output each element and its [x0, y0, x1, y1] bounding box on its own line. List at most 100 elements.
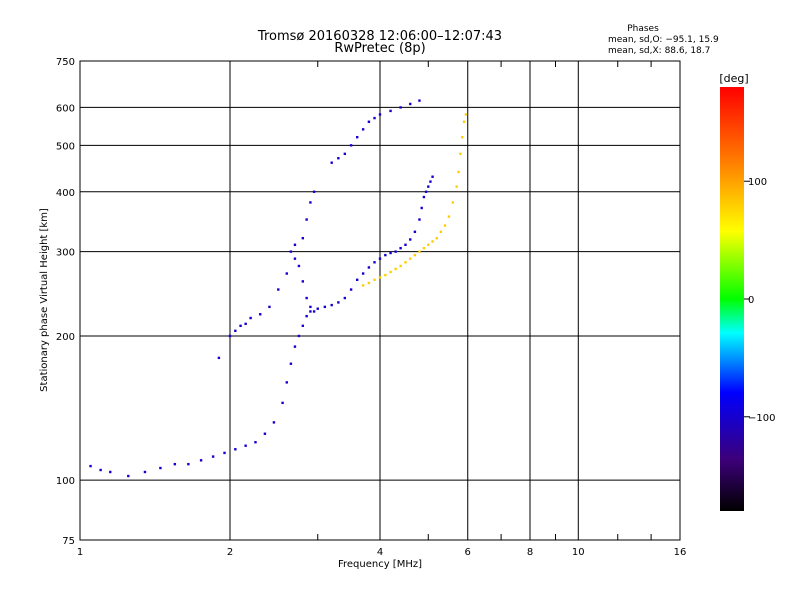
- echo-point-o: [309, 305, 312, 309]
- echo-point-o: [394, 250, 397, 253]
- echo-point-o: [316, 307, 319, 310]
- echo-point-x: [384, 273, 387, 277]
- phase-info: Phases mean, sd,O: −95.1, 15.9 mean, sd,…: [608, 24, 719, 56]
- echo-point-o: [277, 288, 280, 291]
- chart-subtitle: RwPretec (8p): [334, 41, 425, 56]
- echo-point-o: [389, 251, 392, 255]
- phase-info-o-line: mean, sd,O: −95.1, 15.9: [608, 35, 719, 45]
- echo-point-o: [173, 462, 177, 466]
- echo-point-o: [343, 296, 347, 300]
- echo-point-o: [399, 106, 402, 109]
- grid-layer: [80, 61, 680, 540]
- echo-point-x: [431, 240, 434, 243]
- echo-point-x: [459, 152, 462, 156]
- colorbar-tick-label: 100: [748, 177, 767, 188]
- echo-point-o: [289, 250, 293, 253]
- echo-point-o: [349, 288, 353, 291]
- colorbar-ticks: 100 0 −100: [744, 177, 775, 424]
- echo-point-o: [337, 157, 340, 160]
- y-tick-label: 75: [62, 536, 75, 547]
- echo-point-o: [309, 201, 312, 204]
- echo-point-o: [272, 421, 276, 424]
- echo-point-o: [254, 441, 257, 444]
- echo-point-o: [422, 195, 426, 199]
- echo-point-o: [301, 236, 305, 240]
- echo-point-o: [343, 152, 347, 156]
- tick-layer: 1 2 4 6 8 10 16 75 100 200 300 400 500 600 750: [56, 57, 686, 558]
- echo-point-o: [305, 218, 308, 221]
- echo-point-x: [439, 230, 443, 233]
- echo-point-o: [427, 185, 430, 188]
- echo-point-x: [435, 236, 438, 240]
- echo-point-o: [244, 444, 247, 447]
- echo-point-o: [293, 243, 297, 246]
- colorbar-tick-label: −100: [748, 413, 775, 424]
- echo-point-o: [263, 432, 267, 435]
- echo-point-o: [429, 180, 432, 183]
- echo-point-o: [367, 266, 371, 269]
- x-tick-label: 10: [572, 547, 585, 558]
- x-tick-label: 1: [77, 547, 83, 558]
- echo-point-o: [337, 301, 340, 304]
- echo-point-o: [297, 334, 301, 338]
- echo-point-o: [289, 362, 293, 365]
- echo-point-o: [409, 238, 412, 241]
- echo-point-x: [389, 270, 392, 274]
- echo-point-o: [301, 324, 305, 328]
- echo-point-o: [404, 243, 407, 246]
- echo-point-x: [404, 261, 407, 264]
- y-tick-label: 200: [56, 332, 75, 343]
- echo-point-x: [422, 246, 426, 250]
- echo-point-o: [249, 316, 252, 320]
- colorbar-tick-label: 0: [748, 295, 754, 306]
- echo-point-x: [427, 243, 430, 246]
- echo-point-o: [373, 261, 376, 264]
- echo-point-o: [187, 462, 190, 466]
- echo-point-o: [305, 296, 308, 300]
- x-tick-label: 2: [227, 547, 233, 558]
- echo-point-x: [413, 253, 417, 257]
- colorbar: [720, 87, 744, 511]
- echo-point-o: [420, 206, 423, 210]
- phase-info-header: Phases: [627, 24, 659, 34]
- echo-point-o: [399, 246, 402, 250]
- echo-point-x: [464, 113, 468, 116]
- y-tick-label: 400: [56, 188, 75, 199]
- echo-point-o: [349, 144, 353, 147]
- echo-point-o: [143, 470, 147, 474]
- echo-point-o: [418, 218, 421, 221]
- echo-point-o: [309, 310, 312, 313]
- echo-point-o: [159, 466, 162, 470]
- echo-point-x: [457, 170, 460, 174]
- y-tick-label: 600: [56, 103, 75, 114]
- x-axis-label: Frequency [MHz]: [338, 559, 422, 570]
- echo-point-o: [109, 470, 112, 474]
- echo-point-x: [409, 257, 412, 260]
- echo-point-o: [312, 190, 316, 193]
- echo-point-x: [447, 215, 451, 218]
- echo-point-o: [431, 175, 434, 178]
- echo-point-x: [394, 267, 397, 271]
- echo-point-o: [285, 381, 288, 384]
- echo-point-o: [312, 310, 316, 313]
- echo-point-o: [293, 257, 297, 260]
- echo-point-x: [455, 185, 458, 188]
- echo-point-o: [239, 324, 242, 328]
- echo-point-o: [234, 329, 237, 333]
- point-layer: [89, 99, 468, 478]
- echo-point-o: [323, 305, 327, 309]
- y-tick-label: 100: [56, 476, 75, 487]
- echo-point-o: [424, 190, 428, 193]
- echo-point-o: [297, 264, 301, 268]
- echo-point-o: [259, 313, 262, 316]
- echo-point-o: [389, 109, 392, 113]
- y-tick-label: 500: [56, 141, 75, 152]
- echo-point-o: [330, 303, 333, 307]
- echo-point-o: [293, 345, 297, 348]
- echo-point-o: [361, 128, 365, 131]
- echo-point-o: [99, 468, 102, 472]
- y-tick-label: 300: [56, 248, 75, 259]
- echo-point-o: [355, 278, 359, 281]
- chart-title: Tromsø 20160328 12:06:00–12:07:43: [257, 29, 502, 44]
